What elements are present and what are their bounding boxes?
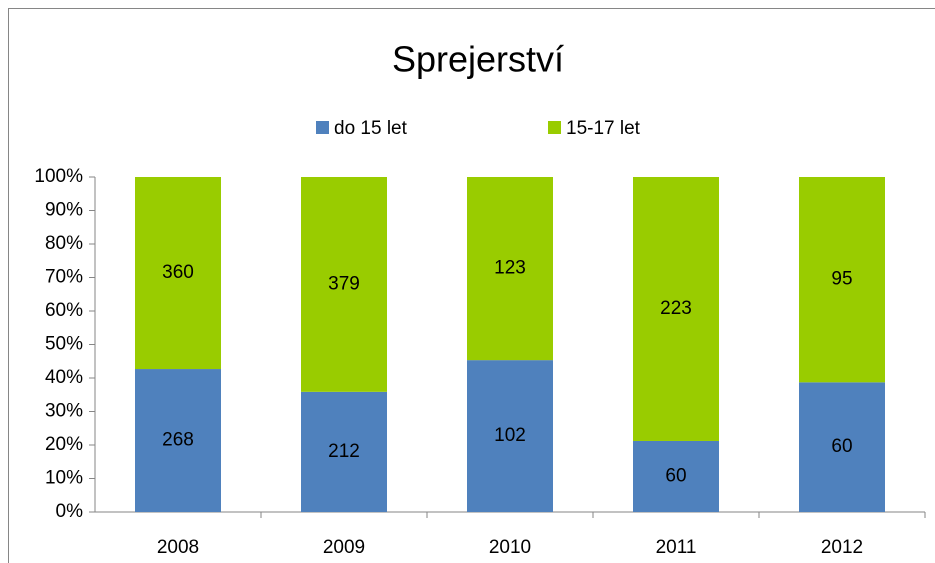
y-tick-label: 0%: [56, 501, 84, 522]
y-tick-label: 50%: [45, 334, 83, 355]
y-tick-label: 40%: [45, 367, 83, 388]
data-label: 379: [328, 273, 360, 294]
x-tick-label: 2010: [489, 537, 531, 558]
bar-segment: [135, 369, 221, 512]
x-tick-label: 2011: [656, 537, 697, 558]
data-label: 268: [162, 430, 194, 451]
y-tick-label: 100%: [34, 166, 83, 187]
legend-swatch: [548, 121, 561, 134]
legend-label: do 15 let: [334, 118, 408, 139]
bar-segment: [633, 177, 719, 441]
bar-segment: [135, 177, 221, 370]
data-label: 95: [831, 269, 852, 290]
y-tick-label: 80%: [45, 233, 83, 254]
data-label: 212: [328, 441, 360, 462]
legend-swatch: [316, 121, 329, 134]
y-tick-label: 30%: [45, 401, 83, 422]
y-tick-label: 70%: [45, 267, 83, 288]
chart-title: Sprejerství: [392, 39, 564, 80]
bar-segment: [301, 177, 387, 392]
x-tick-label: 2009: [323, 537, 365, 558]
data-label: 60: [665, 466, 686, 487]
bar-segment: [633, 440, 719, 512]
chart-border: [8, 8, 935, 563]
y-tick-label: 90%: [45, 200, 83, 221]
data-label: 360: [162, 262, 194, 283]
bar-segment: [799, 382, 885, 512]
x-tick-label: 2008: [157, 537, 199, 558]
bar-segment: [301, 391, 387, 512]
data-label: 223: [660, 298, 692, 319]
data-label: 60: [831, 436, 852, 457]
bar-segment: [467, 177, 553, 361]
bar-segment: [467, 360, 553, 512]
legend-label: 15-17 let: [566, 118, 641, 139]
y-tick-label: 20%: [45, 434, 83, 455]
data-label: 123: [494, 258, 526, 279]
data-label: 102: [494, 425, 526, 446]
x-tick-label: 2012: [821, 537, 863, 558]
y-tick-label: 10%: [45, 468, 83, 489]
bar-segment: [799, 177, 885, 383]
y-tick-label: 60%: [45, 300, 83, 321]
